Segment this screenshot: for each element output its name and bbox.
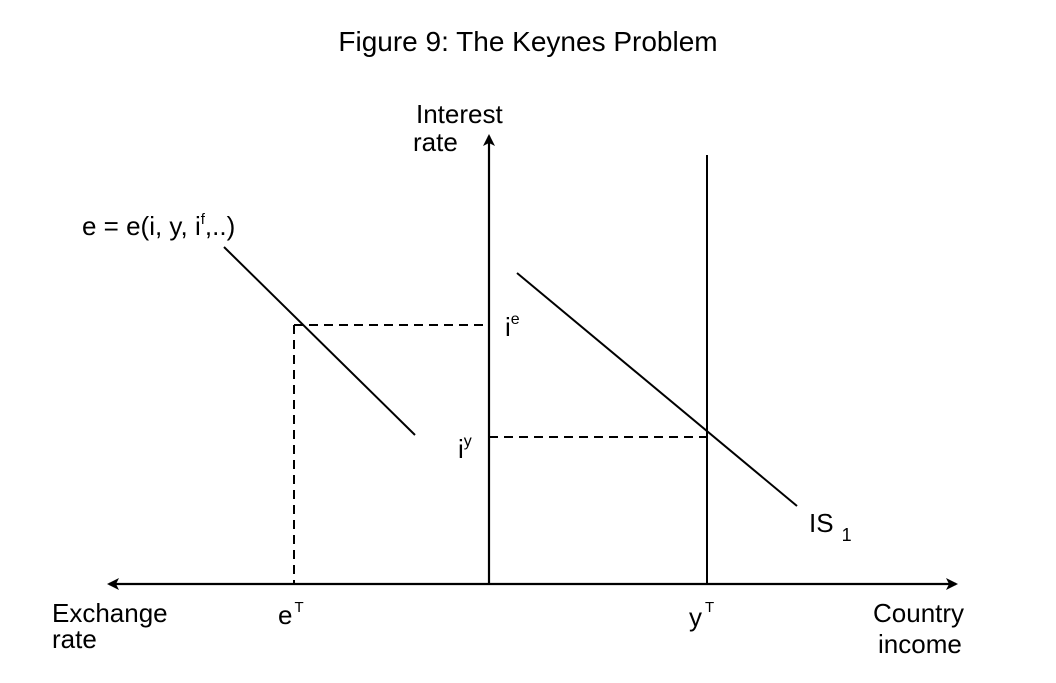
x-axis-right-label-line2: income bbox=[878, 629, 962, 659]
y-axis-label-line1: Interest bbox=[416, 99, 503, 129]
x-axis-left-label-line2: rate bbox=[52, 624, 97, 654]
exchange-rate-curve bbox=[223, 246, 416, 436]
i-y-marker: iy bbox=[458, 433, 472, 464]
x-axis-right-label-line1: Country bbox=[873, 598, 964, 628]
i-e-marker: ie bbox=[505, 311, 520, 342]
is-curve bbox=[516, 272, 798, 507]
x-axis-left-label-line1: Exchange bbox=[52, 598, 168, 628]
is-curve-label: IS 1 bbox=[809, 508, 852, 545]
figure-title: Figure 9: The Keynes Problem bbox=[338, 26, 718, 57]
exchange-rate-equation-label: e = e(i, y, if,..) bbox=[82, 211, 235, 241]
y-axis-label-line2: rate bbox=[413, 127, 458, 157]
